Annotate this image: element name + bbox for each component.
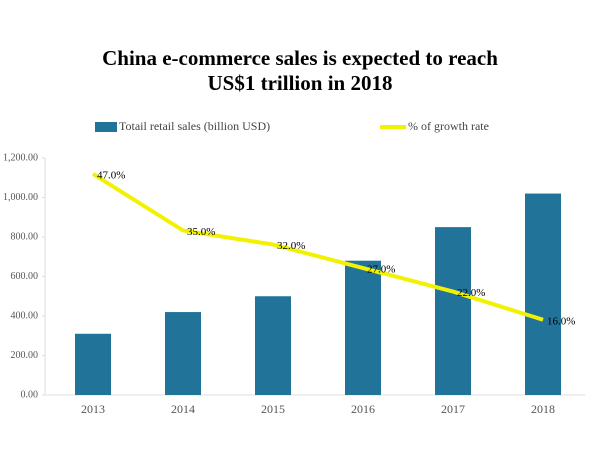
- y-tick-label: 1,000.00: [3, 192, 38, 203]
- bar: [255, 296, 291, 395]
- data-label: 32.0%: [277, 240, 305, 252]
- legend-swatch: [95, 122, 117, 132]
- y-tick-label: 600.00: [11, 271, 39, 282]
- chart-title: China e-commerce sales is expected to re…: [102, 46, 498, 70]
- data-label: 16.0%: [547, 315, 575, 327]
- y-tick-label: 1,200.00: [3, 152, 38, 163]
- y-tick-label: 800.00: [11, 231, 39, 242]
- x-tick-label: 2017: [441, 402, 465, 416]
- bar: [75, 333, 111, 395]
- x-tick-label: 2018: [531, 402, 555, 416]
- data-label: 22.0%: [457, 287, 485, 299]
- y-tick-label: 0.00: [21, 389, 39, 400]
- data-label: 47.0%: [97, 170, 125, 182]
- x-tick-label: 2013: [81, 402, 105, 416]
- legend-label: % of growth rate: [408, 119, 489, 133]
- y-tick-label: 200.00: [11, 350, 39, 361]
- data-label: 27.0%: [367, 264, 395, 276]
- y-tick-label: 400.00: [11, 310, 39, 321]
- x-tick-label: 2015: [261, 402, 285, 416]
- bar: [435, 227, 471, 395]
- chart-title: US$1 trillion in 2018: [208, 71, 393, 95]
- bar: [525, 193, 561, 395]
- bar: [345, 260, 381, 395]
- line: [91, 172, 544, 322]
- x-tick-label: 2014: [171, 402, 195, 416]
- x-tick-label: 2016: [351, 402, 375, 416]
- legend-label: Totail retail sales (billion USD): [119, 119, 270, 133]
- data-label: 35.0%: [187, 226, 215, 238]
- bar: [165, 312, 201, 395]
